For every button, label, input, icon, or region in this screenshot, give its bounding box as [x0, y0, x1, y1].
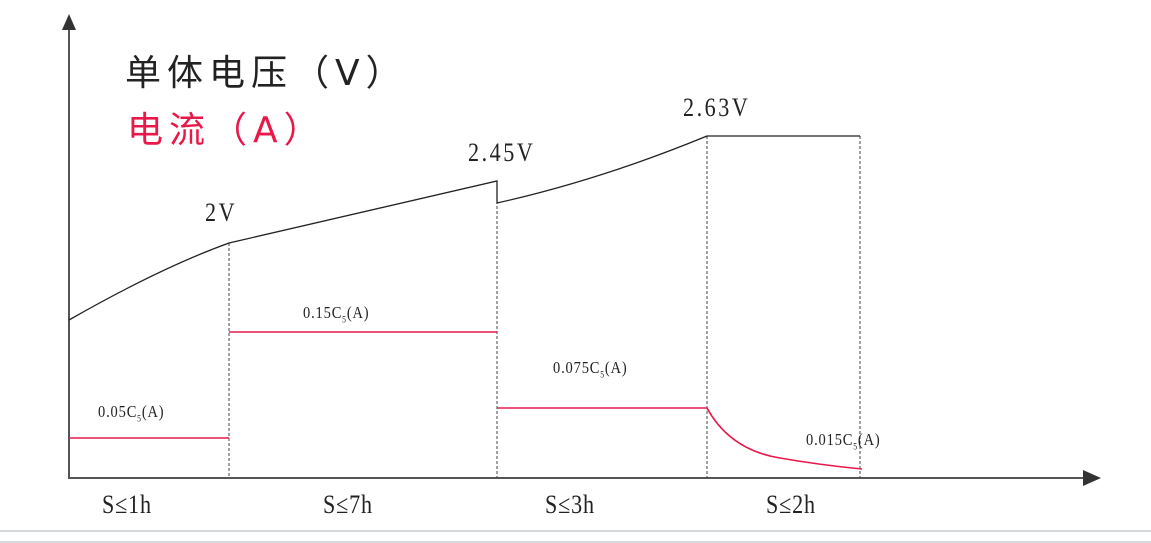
current-value: 0.05C — [98, 402, 138, 421]
voltage-label-2-45v: 2.45V — [468, 138, 536, 167]
stage-duration-3: S≤3h — [545, 490, 595, 519]
current-unit: (A) — [857, 430, 881, 449]
voltage-label-2-63v: 2.63V — [683, 93, 751, 122]
stage-duration-1: S≤1h — [102, 490, 152, 519]
y-axis-arrow-icon — [62, 14, 76, 30]
current-unit: (A) — [141, 402, 165, 421]
x-axis-arrow-icon — [1083, 470, 1101, 486]
current-legend-label: 电流（A） — [127, 110, 326, 151]
current-label-stage-1: 0.05C5(A) — [98, 402, 164, 423]
current-unit: (A) — [346, 303, 370, 322]
current-subscript: 5 — [137, 413, 142, 424]
voltage-curve — [68, 135, 860, 321]
current-label-stage-4: 0.015C5(A) — [806, 430, 881, 451]
current-label-stage-3: 0.075C5(A) — [553, 358, 628, 379]
voltage-label-2v: 2V — [205, 198, 238, 227]
stage-duration-2: S≤7h — [323, 490, 373, 519]
current-value: 0.075C — [553, 358, 601, 377]
current-value: 0.15C — [303, 303, 343, 322]
current-stage-4 — [706, 407, 863, 470]
voltage-legend-label: 单体电压（V） — [125, 53, 408, 94]
current-label-stage-2: 0.15C5(A) — [303, 303, 369, 324]
stage-duration-4: S≤2h — [766, 490, 816, 519]
current-unit: (A) — [604, 358, 628, 377]
current-subscript: 5 — [853, 441, 858, 452]
current-value: 0.015C — [806, 430, 854, 449]
current-subscript: 5 — [600, 369, 605, 380]
current-subscript: 5 — [342, 314, 347, 325]
